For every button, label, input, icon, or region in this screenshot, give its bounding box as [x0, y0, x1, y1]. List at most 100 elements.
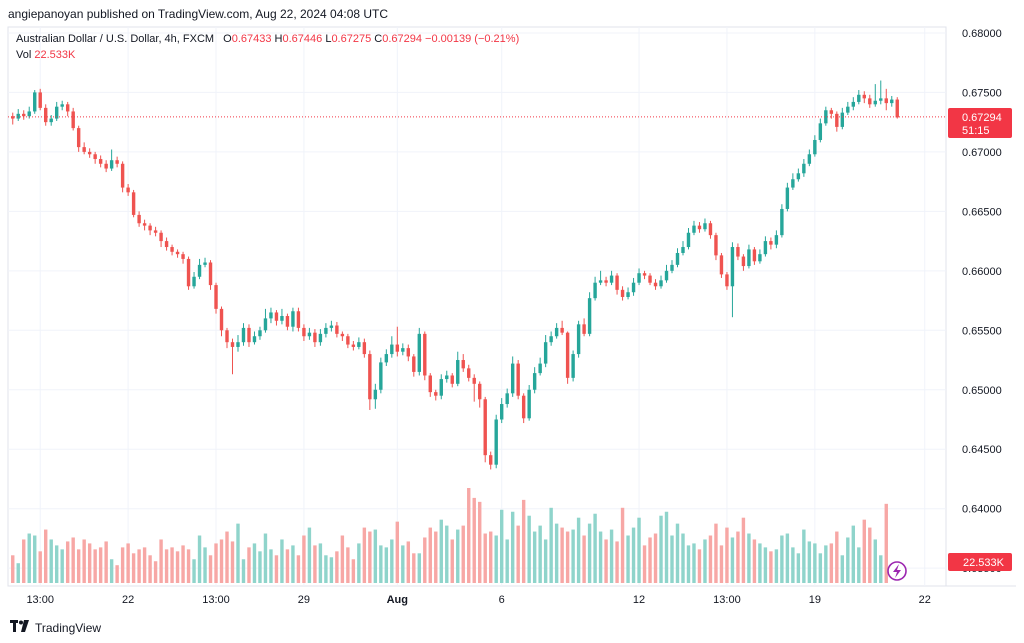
candle-body	[98, 159, 103, 164]
candle-body	[153, 230, 158, 233]
candle-body	[708, 223, 713, 236]
chart-pane[interactable]	[7, 26, 947, 587]
volume-bar	[307, 527, 312, 583]
volume-bar	[758, 543, 762, 583]
volume-bar	[49, 539, 53, 583]
candle-body	[401, 348, 405, 352]
symbol-title[interactable]: Australian Dollar / U.S. Dollar, 4h, FXC…	[16, 33, 215, 45]
volume-bar	[291, 545, 295, 583]
candle-body	[280, 316, 284, 321]
candle-body	[324, 327, 328, 334]
candle-body	[521, 395, 526, 419]
candle-body	[791, 179, 795, 188]
price-badge-bg	[948, 108, 1012, 138]
volume-bar	[104, 541, 108, 583]
volume-bar	[824, 545, 828, 583]
volume-bar	[142, 547, 147, 583]
volume-bar	[840, 555, 845, 583]
volume-bar	[11, 555, 15, 583]
candle-body	[203, 262, 207, 265]
change-value: −0.00139 (−0.21%)	[425, 33, 520, 45]
volume-bar	[769, 551, 773, 583]
time-axis[interactable]: 13:00 22 13:00 29 Aug 6 12 13:00 19 22	[26, 594, 930, 606]
price-axis[interactable]: 0.68000 0.67500 0.67000 0.66500 0.66000 0.655…	[962, 28, 1002, 575]
candle-body	[670, 264, 674, 271]
volume-legend: Vol 22.533K	[16, 49, 75, 61]
volume-bars	[11, 488, 888, 583]
volume-bar	[148, 555, 152, 583]
candle-body	[785, 187, 790, 209]
candle-body	[758, 254, 762, 262]
candle-body	[27, 111, 31, 117]
candle-body	[170, 247, 174, 252]
volume-bar	[16, 563, 20, 583]
high-label: H	[274, 33, 283, 45]
volume-bar	[159, 539, 163, 583]
candle-body	[829, 110, 834, 114]
x-tick-label: 13:00	[713, 594, 741, 606]
volume-bar	[313, 545, 317, 583]
candle-body	[780, 208, 784, 236]
volume-bar	[714, 523, 718, 583]
candle-body	[181, 254, 185, 259]
volume-bar	[340, 535, 345, 583]
candle-body	[494, 419, 498, 465]
candle-body	[252, 336, 257, 343]
candle-body	[318, 333, 323, 343]
volume-bar	[252, 543, 257, 583]
candle-body	[868, 98, 872, 105]
volume-bar	[494, 535, 498, 583]
tradingview-brand[interactable]: TradingView	[10, 620, 101, 635]
volume-bar	[576, 517, 581, 583]
candle-body	[807, 154, 812, 164]
volume-label[interactable]: Vol	[16, 49, 32, 61]
lightning-icon[interactable]	[887, 561, 907, 581]
volume-bar	[620, 507, 625, 583]
candle-body	[60, 104, 64, 107]
candle-body	[395, 344, 400, 352]
high-value: 0.67446	[282, 33, 323, 45]
volume-bar	[153, 561, 158, 583]
volume-bar	[302, 535, 306, 583]
candle-body	[604, 280, 608, 283]
volume-bar	[280, 539, 284, 583]
volume-bar	[115, 565, 119, 583]
candle-body	[258, 330, 262, 337]
volume-bar	[560, 527, 564, 583]
candle-body	[115, 160, 119, 164]
volume-bar	[109, 559, 114, 583]
candle-body	[368, 354, 372, 400]
volume-bar	[395, 521, 400, 583]
candle-body	[538, 363, 542, 374]
candle-body	[104, 163, 108, 169]
x-tick-label: 22	[919, 594, 931, 606]
candle-body	[450, 375, 454, 384]
volume-bar	[478, 501, 482, 583]
volume-bar	[401, 545, 405, 583]
volume-bar	[263, 533, 268, 583]
candle-body	[44, 107, 48, 123]
candle-body	[54, 106, 59, 119]
candle-body	[895, 99, 899, 118]
volume-bar	[44, 529, 48, 583]
candle-body	[236, 342, 240, 347]
candle-body	[142, 223, 147, 226]
candle-body	[313, 332, 317, 343]
candle-body	[274, 312, 279, 321]
candle-body	[664, 270, 669, 281]
volume-bar	[489, 531, 493, 583]
volume-bar	[181, 545, 185, 583]
candle-body	[692, 225, 696, 233]
volume-bar	[879, 555, 883, 583]
candle-body	[527, 389, 531, 419]
volume-bar	[604, 539, 608, 583]
volume-bar	[439, 519, 443, 583]
ohlc-legend: Australian Dollar / U.S. Dollar, 4h, FXC…	[16, 33, 519, 45]
candle-body	[802, 163, 806, 174]
volume-bar	[593, 513, 597, 583]
volume-bar	[499, 509, 504, 583]
candle-body	[637, 273, 641, 283]
volume-bar	[774, 549, 779, 583]
volume-bar	[521, 499, 526, 583]
y-tick-label: 0.66500	[962, 206, 1002, 218]
